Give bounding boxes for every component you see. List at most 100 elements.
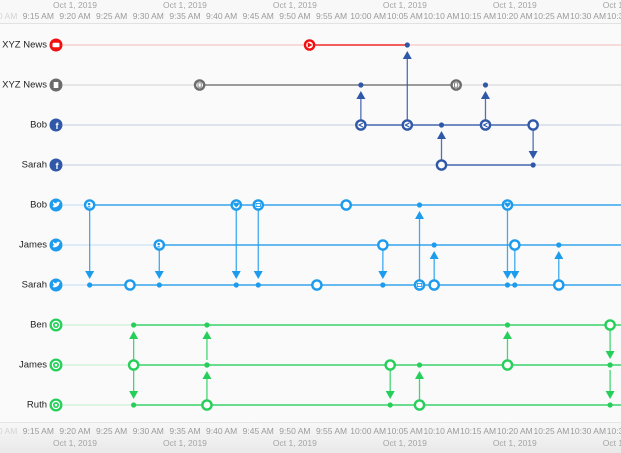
link-arrow[interactable] bbox=[415, 202, 425, 280]
comment-event[interactable] bbox=[377, 239, 389, 251]
facebook-icon[interactable]: f bbox=[49, 118, 63, 132]
link-arrow[interactable] bbox=[378, 250, 388, 288]
whatsapp-icon[interactable] bbox=[49, 358, 63, 372]
event-dot[interactable] bbox=[156, 282, 162, 288]
link-arrow[interactable] bbox=[502, 322, 512, 360]
twitter-icon[interactable] bbox=[49, 238, 63, 252]
event-dot[interactable] bbox=[204, 322, 210, 328]
retweet-event[interactable] bbox=[413, 279, 426, 291]
comment-event[interactable] bbox=[428, 279, 440, 291]
retweet-node[interactable] bbox=[252, 199, 265, 211]
facebook-icon[interactable]: f bbox=[49, 158, 63, 172]
comment-node[interactable] bbox=[508, 239, 521, 251]
comment-event[interactable] bbox=[435, 159, 448, 171]
share-event[interactable] bbox=[355, 119, 367, 131]
comment-node[interactable] bbox=[501, 359, 514, 371]
event-dot[interactable] bbox=[504, 322, 511, 328]
event-dot[interactable] bbox=[358, 82, 364, 88]
link-arrow[interactable] bbox=[429, 242, 439, 280]
comment-node[interactable] bbox=[127, 359, 140, 371]
link-arrow[interactable] bbox=[154, 250, 164, 288]
play-event[interactable] bbox=[303, 39, 316, 51]
follow-event[interactable] bbox=[153, 239, 166, 251]
event-dot[interactable] bbox=[431, 242, 437, 248]
whatsapp-icon[interactable] bbox=[49, 318, 63, 332]
event-dot[interactable] bbox=[387, 402, 393, 408]
link-arrow[interactable] bbox=[554, 242, 564, 280]
event-dot[interactable] bbox=[530, 162, 536, 168]
link-arrow[interactable] bbox=[129, 370, 139, 408]
document-event[interactable] bbox=[193, 79, 206, 91]
comment-node[interactable] bbox=[413, 399, 426, 411]
document-node[interactable] bbox=[450, 79, 462, 91]
comment-event[interactable] bbox=[127, 359, 140, 371]
share-node[interactable] bbox=[479, 119, 492, 131]
retweet-event[interactable] bbox=[252, 199, 265, 211]
comment-node[interactable] bbox=[604, 319, 616, 331]
comment-node[interactable] bbox=[428, 279, 440, 291]
comment-event[interactable] bbox=[508, 239, 521, 251]
comment-node[interactable] bbox=[124, 279, 136, 291]
comment-node[interactable] bbox=[527, 119, 539, 131]
youtube-icon[interactable] bbox=[49, 38, 63, 52]
comment-event[interactable] bbox=[311, 279, 323, 291]
link-arrow[interactable] bbox=[85, 210, 95, 288]
event-dot[interactable] bbox=[87, 282, 93, 288]
link-arrow[interactable] bbox=[129, 322, 139, 360]
link-arrow[interactable] bbox=[402, 42, 412, 120]
event-dot[interactable] bbox=[380, 282, 386, 288]
link-arrow[interactable] bbox=[510, 250, 520, 288]
event-dot[interactable] bbox=[204, 362, 210, 368]
event-dot[interactable] bbox=[131, 402, 137, 408]
event-dot[interactable] bbox=[607, 362, 613, 368]
comment-event[interactable] bbox=[413, 399, 426, 411]
like-event[interactable] bbox=[230, 199, 243, 211]
comment-node[interactable] bbox=[552, 279, 565, 291]
link-arrow[interactable] bbox=[415, 362, 425, 400]
comment-event[interactable] bbox=[201, 399, 213, 411]
link-arrow[interactable] bbox=[528, 130, 538, 168]
comment-node[interactable] bbox=[377, 239, 389, 251]
link-arrow[interactable] bbox=[437, 122, 446, 160]
link-arrow[interactable] bbox=[202, 322, 212, 368]
follow-event[interactable] bbox=[83, 199, 96, 211]
event-dot[interactable] bbox=[512, 282, 518, 288]
document-event[interactable] bbox=[450, 79, 462, 91]
event-dot[interactable] bbox=[255, 282, 261, 288]
event-dot[interactable] bbox=[233, 282, 239, 288]
comment-node[interactable] bbox=[384, 359, 396, 371]
like-event[interactable] bbox=[501, 199, 514, 211]
event-dot[interactable] bbox=[556, 242, 562, 248]
comment-event[interactable] bbox=[384, 359, 396, 371]
comment-event[interactable] bbox=[604, 319, 616, 331]
comment-event[interactable] bbox=[501, 359, 514, 371]
link-arrow[interactable] bbox=[605, 330, 615, 368]
link-arrow[interactable] bbox=[605, 362, 615, 408]
time-axis-top[interactable]: 9:10 AM 9:15 AM 9:20 AM 9:25 AM 9:30 AM 9:35 … bbox=[0, 0, 621, 24]
link-arrow[interactable] bbox=[385, 370, 395, 408]
event-dot[interactable] bbox=[504, 282, 511, 288]
event-dot[interactable] bbox=[438, 122, 445, 128]
comment-event[interactable] bbox=[340, 199, 353, 211]
share-node[interactable] bbox=[355, 119, 367, 131]
link-arrow[interactable] bbox=[231, 210, 241, 288]
share-event[interactable] bbox=[401, 119, 414, 131]
event-dot[interactable] bbox=[482, 82, 489, 88]
link-arrow[interactable] bbox=[480, 82, 490, 120]
link-arrow[interactable] bbox=[502, 210, 512, 288]
share-node[interactable] bbox=[401, 119, 414, 131]
comment-node[interactable] bbox=[311, 279, 323, 291]
twitter-icon[interactable] bbox=[49, 198, 63, 212]
event-dot[interactable] bbox=[416, 202, 423, 208]
comment-node[interactable] bbox=[340, 199, 353, 211]
time-axis-bottom[interactable]: 9:10 AM 9:15 AM 9:20 AM 9:25 AM 9:30 AM 9:35 … bbox=[0, 422, 621, 453]
link-arrow[interactable] bbox=[202, 362, 212, 400]
document-node[interactable] bbox=[193, 79, 206, 91]
link-arrow[interactable] bbox=[356, 82, 366, 120]
share-event[interactable] bbox=[479, 119, 492, 131]
comment-event[interactable] bbox=[527, 119, 539, 131]
comment-event[interactable] bbox=[552, 279, 565, 291]
twitter-icon[interactable] bbox=[49, 278, 63, 292]
document-icon[interactable] bbox=[49, 78, 63, 92]
